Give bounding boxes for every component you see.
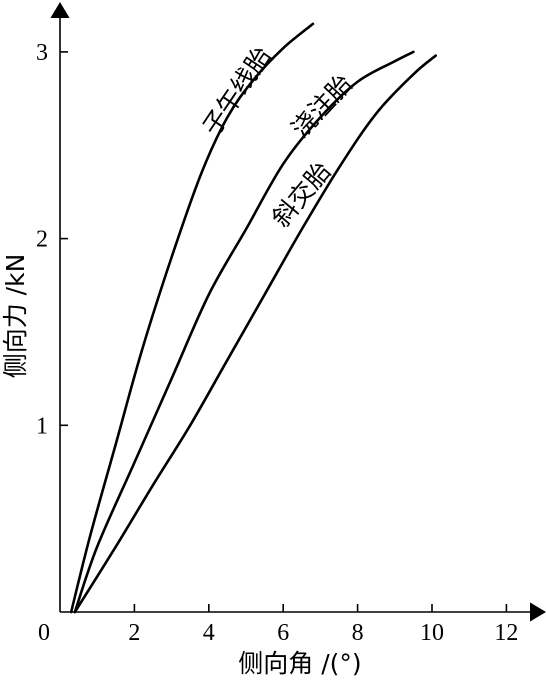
x-tick-label: 4 — [203, 620, 215, 646]
x-tick-label: 6 — [277, 620, 289, 646]
axes — [50, 2, 546, 622]
y-tick-label: 2 — [36, 227, 48, 253]
y-tick-label: 3 — [36, 40, 48, 66]
x-tick-label: 0 — [38, 620, 50, 646]
y-tick-label: 1 — [36, 413, 48, 439]
bias-tire-curve — [73, 54, 438, 614]
bias-tire-label: 斜交胎 — [266, 156, 336, 232]
x-axis-title: 侧向角 /(°) — [238, 649, 361, 678]
radial-tire-label: 子午线胎 — [197, 42, 277, 141]
radial-tire-curve — [69, 22, 315, 614]
x-tick-label: 12 — [494, 620, 518, 646]
x-tick-label: 10 — [420, 620, 444, 646]
x-tick-label: 8 — [352, 620, 364, 646]
series-curves — [69, 22, 438, 614]
x-tick-label: 2 — [128, 620, 140, 646]
y-axis-title: 侧向力 /kN — [1, 254, 30, 379]
cast-tire-curve — [73, 50, 415, 614]
cast-tire-label: 浇注胎 — [286, 69, 358, 144]
